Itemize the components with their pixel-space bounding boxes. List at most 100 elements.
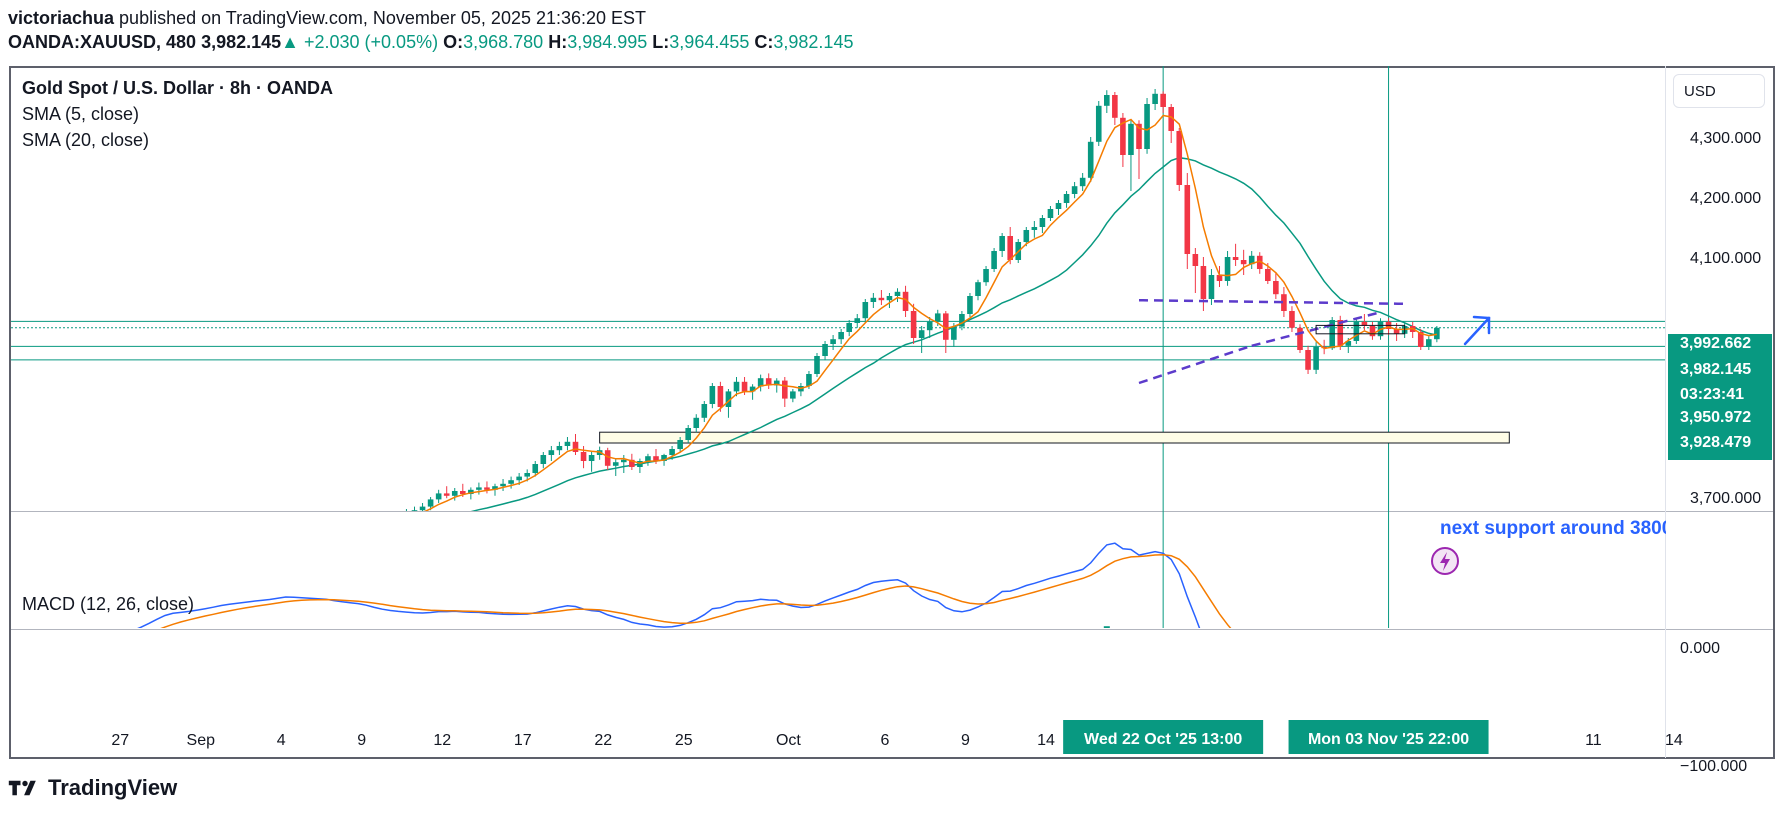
candle (1369, 321, 1376, 340)
time-tick-label: 6 (881, 732, 890, 749)
candle (355, 515, 361, 526)
candle-body (388, 518, 394, 522)
crosshair-time-label: Mon 03 Nov '25 22:00 (1308, 731, 1469, 748)
candle-body (741, 381, 748, 392)
macd-hist-bar (1184, 647, 1190, 677)
macd-hist-bar (532, 647, 538, 648)
macd-hist-bar (991, 642, 997, 647)
macd-hist-bar (299, 645, 305, 647)
macd-hist-bar (57, 645, 63, 647)
macd-hist-bar (1128, 640, 1134, 647)
macd-hist-bar (1257, 647, 1263, 671)
macd-hist-bar (194, 639, 200, 647)
sma5-legend[interactable]: SMA (5, close) (22, 104, 140, 124)
candle-body (1063, 194, 1070, 203)
candle-body (1297, 327, 1303, 350)
macd-hist-bar (685, 647, 691, 648)
macd-hist-bar (983, 646, 989, 647)
candle-body (548, 450, 555, 455)
macd-hist-bar (25, 647, 31, 648)
macd-hist-bar (9, 647, 15, 648)
macd-hist-bar (1353, 647, 1359, 648)
candle-body (122, 628, 128, 633)
candle (1176, 128, 1183, 191)
candle-body (9, 662, 15, 666)
candle (9, 660, 15, 670)
candle-body (396, 515, 402, 518)
range-box (1315, 324, 1406, 335)
macd-hist-bar (436, 647, 442, 648)
macd-hist-bar (1192, 647, 1198, 687)
candle-body (1361, 321, 1368, 326)
candle-body (90, 648, 96, 652)
candle (1055, 200, 1062, 215)
macd-hist-bar (17, 647, 23, 648)
macd-hist-bar (452, 647, 458, 648)
candle-body (371, 521, 377, 524)
candle (1256, 252, 1263, 274)
signal-line (160, 553, 1232, 628)
macd-hist-bar (999, 638, 1005, 647)
sma20-legend[interactable]: SMA (20, close) (22, 130, 150, 150)
macd-hist-bar (862, 637, 868, 647)
candle (388, 515, 394, 526)
candle-body (870, 297, 877, 302)
candle-body (404, 513, 410, 515)
candle-body (339, 524, 345, 527)
candle (1071, 182, 1078, 199)
price-tick-label: 4,300.000 (1690, 130, 1761, 147)
candle (419, 503, 426, 511)
candle (983, 266, 989, 286)
macd-hist-bar (975, 647, 981, 650)
candle-body (1104, 95, 1110, 106)
price-tag-label: 3,928.479 (1680, 434, 1751, 451)
candle (1160, 91, 1166, 113)
candle-body (1071, 186, 1078, 194)
currency-selector[interactable]: USD (1673, 74, 1765, 108)
candle (926, 317, 933, 338)
candle (588, 452, 595, 472)
candle (790, 389, 796, 403)
candle (1273, 272, 1279, 299)
macd-hist-bar (33, 646, 39, 647)
candle (677, 437, 683, 452)
candle-body (267, 542, 273, 547)
candle (540, 452, 547, 469)
candle (878, 290, 885, 305)
candle-body (838, 332, 844, 340)
tradingview-logo[interactable]: TradingView (8, 775, 177, 801)
macd-hist-bar (645, 647, 651, 653)
macd-hist-bar (677, 647, 683, 649)
arrow-head (1472, 315, 1491, 335)
macd-hist-bar (564, 643, 570, 647)
candle (1112, 92, 1118, 125)
candle-body (1393, 329, 1400, 334)
candle-body (572, 441, 579, 452)
candle-body (1434, 327, 1440, 340)
macd-legend[interactable]: MACD (12, 26, close) (22, 594, 195, 614)
macd-hist-bar (412, 647, 418, 651)
candle-body (1007, 236, 1013, 260)
candle (773, 378, 780, 393)
candle-body (130, 619, 136, 627)
macd-hist-bar (387, 647, 393, 652)
candle (267, 539, 273, 551)
close-value: 3,982.145 (773, 32, 854, 52)
candle-body (1023, 230, 1030, 242)
candle (484, 481, 490, 494)
candle (854, 314, 861, 328)
chart-frame (9, 66, 1775, 759)
candle-body (347, 521, 353, 524)
macd-hist-bar (283, 642, 289, 647)
macd-hist-bar (1144, 645, 1150, 647)
macd-hist-bar (170, 636, 176, 647)
candle-body (918, 330, 925, 338)
candle-body (967, 296, 973, 314)
macd-hist-bar (1160, 646, 1166, 647)
candle (621, 455, 627, 473)
candle-body (1232, 257, 1239, 260)
candle-body (814, 356, 820, 374)
candle-body (251, 551, 257, 555)
candle-body (1208, 275, 1215, 299)
